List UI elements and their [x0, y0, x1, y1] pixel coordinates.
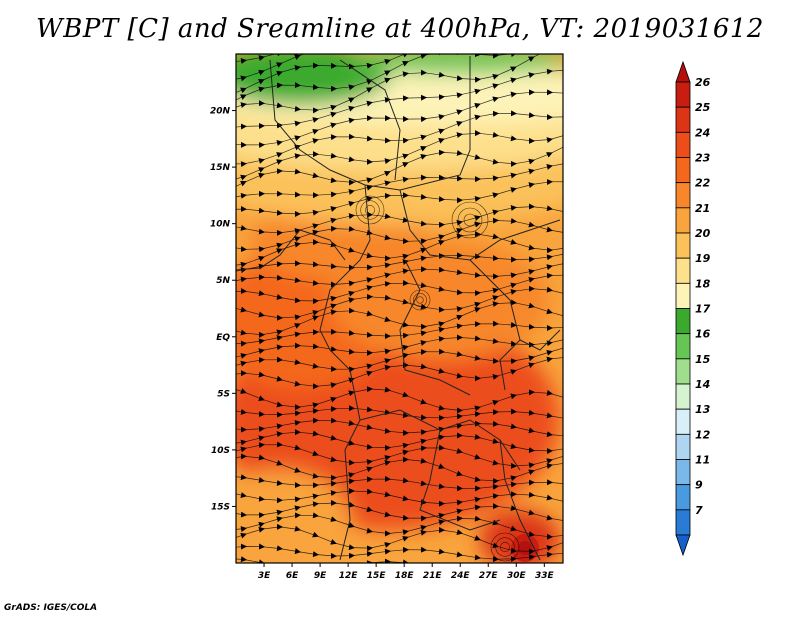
country-borders	[236, 56, 561, 561]
lat-tick-label: 15S	[211, 502, 230, 512]
lon-tick-label: 12E	[339, 571, 359, 581]
lon-tick-label: 9E	[314, 571, 327, 581]
colorbar-segment	[675, 383, 691, 410]
colorbar-label: 15	[695, 353, 711, 366]
colorbar-segment	[675, 232, 691, 259]
lon-tick-label: 15E	[367, 571, 387, 581]
vortex-streamline	[413, 293, 427, 307]
streamline	[236, 54, 563, 64]
streamline	[236, 453, 563, 485]
colorbar-segment	[675, 459, 691, 486]
colorbar-segment	[675, 157, 691, 184]
vortex-streamline	[355, 195, 385, 225]
colorbar-bottom-triangle	[675, 534, 691, 557]
lat-tick-label: EQ	[216, 333, 230, 343]
colorbar-label: 9	[695, 479, 703, 492]
map-frame	[235, 53, 564, 564]
lon-tick-label: 3E	[258, 571, 271, 581]
lon-tick-label: 27E	[479, 571, 499, 581]
colorbar-label: 13	[695, 403, 711, 416]
lat-tick-label: 10N	[210, 220, 231, 230]
warm-core-center	[518, 541, 532, 555]
map-panel	[236, 54, 563, 563]
vortex-streamline	[457, 207, 483, 233]
streamline	[236, 354, 563, 390]
colorbar-label: 12	[695, 428, 711, 441]
colorbar-segment	[675, 333, 691, 360]
lon-tick-label: 33E	[535, 571, 555, 581]
colorbar-label: 16	[695, 328, 711, 341]
colorbar-segment	[675, 358, 691, 385]
colorbar-segment	[675, 131, 691, 158]
colorbar-label: 7	[695, 504, 703, 517]
chart-title: WBPT [C] and Sreamline at 400hPa, VT: 20…	[36, 14, 764, 44]
colorbar-segment	[675, 81, 691, 108]
lat-tick-label: 10S	[211, 446, 230, 456]
colorbar-segment	[675, 484, 691, 511]
colorbar-segment	[675, 408, 691, 435]
temperature-field	[236, 54, 563, 563]
colorbar-label: 14	[695, 378, 710, 391]
colorbar-label: 24	[695, 126, 710, 139]
latitude-axis: 20N 15N 10N 5N EQ 5S 10S 15S	[210, 107, 236, 512]
colorbar-segment	[675, 308, 691, 335]
streamline	[236, 488, 563, 507]
colorbar-label: 22	[695, 177, 711, 190]
colorbar-segment	[675, 282, 691, 309]
colorbar-label: 25	[695, 101, 711, 114]
colorbar-segment	[675, 106, 691, 133]
colorbar-label: 23	[695, 152, 711, 165]
colorbar-segment	[675, 257, 691, 284]
lon-tick-label: 6E	[286, 571, 299, 581]
colorbar-label: 17	[695, 303, 711, 316]
colorbar-label: 21	[695, 202, 710, 215]
credit-label: GrADS: IGES/COLA	[4, 603, 98, 613]
vortex-streamline	[451, 201, 489, 239]
streamlines	[236, 54, 563, 563]
colorbar-label: 20	[695, 227, 711, 240]
colorbar-segment	[675, 509, 691, 536]
vortex-streamline	[365, 205, 375, 215]
streamline	[236, 405, 563, 422]
vortex-streamline	[360, 200, 380, 220]
vortex-streamline	[490, 532, 520, 562]
colorbar-segment	[675, 433, 691, 460]
lat-tick-label: 5S	[217, 389, 230, 399]
lat-tick-label: 5N	[216, 276, 230, 286]
colorbar-label: 11	[695, 454, 710, 467]
colorbar-label: 26	[695, 76, 711, 89]
lon-tick-label: 21E	[423, 571, 443, 581]
vortex-streamline	[495, 537, 515, 557]
colorbar-label: 19	[695, 252, 711, 265]
colorbar: 26 25 24 23 22 21 20 19 18 17 16 15 14 13 12 11 9 7	[675, 60, 711, 557]
vortex-streamline	[500, 542, 510, 552]
lon-tick-label: 24E	[451, 571, 471, 581]
colorbar-label: 18	[695, 277, 711, 290]
streamline	[236, 474, 563, 492]
colorbar-top-triangle	[675, 60, 691, 83]
colorbar-segment	[675, 207, 691, 234]
vortex-streamline	[416, 296, 424, 304]
vortex-streamline	[463, 213, 477, 227]
lat-tick-label: 15N	[210, 163, 231, 173]
lon-tick-label: 18E	[395, 571, 415, 581]
colorbar-segment	[675, 182, 691, 209]
lat-tick-label: 20N	[210, 107, 231, 117]
longitude-axis: 3E 6E 9E 12E 15E 18E 21E 24E 27E 30E 33E	[258, 563, 555, 581]
lon-tick-label: 30E	[507, 571, 527, 581]
